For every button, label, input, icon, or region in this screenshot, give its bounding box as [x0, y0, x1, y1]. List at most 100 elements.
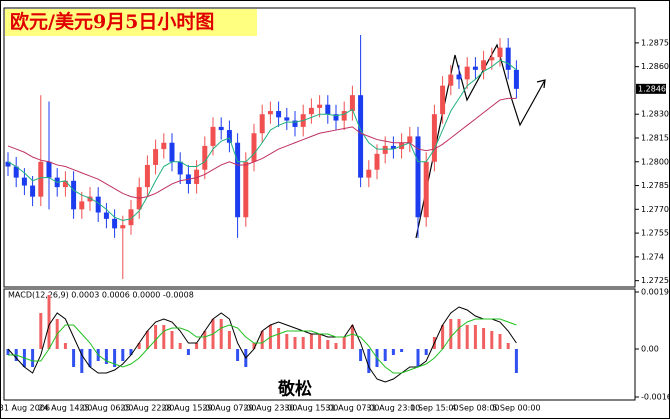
macd-bar: [514, 349, 518, 373]
candle-body: [366, 169, 372, 178]
macd-bar: [309, 334, 313, 349]
chart-title: 欧元/美元9月5日小时图: [10, 10, 214, 33]
candle-body: [38, 161, 44, 197]
macd-bar: [154, 325, 158, 349]
candle-body: [513, 69, 519, 89]
candle-body: [317, 104, 323, 108]
macd-panel: [3, 288, 636, 401]
candle-body: [112, 218, 118, 229]
x-tick-label: 31 Aug 2006: [0, 404, 50, 413]
candle-body: [382, 145, 388, 154]
x-tick-label: 29 Aug 23:00: [243, 404, 297, 413]
candle-body: [79, 201, 85, 210]
candle-body: [95, 196, 101, 213]
macd-bar: [137, 343, 141, 349]
y-tick-label: 1.2800: [641, 157, 669, 166]
candle-body: [103, 212, 109, 219]
macd-bar: [301, 337, 305, 349]
candle-body: [87, 196, 93, 202]
candle-body: [251, 133, 257, 162]
macd-bar: [236, 349, 240, 361]
macd-bar: [195, 343, 199, 349]
candle-body: [448, 74, 454, 86]
macd-bar: [39, 313, 43, 349]
macd-bar: [6, 349, 10, 355]
macd-bar: [285, 334, 289, 349]
macd-bar: [63, 343, 67, 349]
arrow-head: [536, 79, 546, 89]
y-tick-label: -0.0016: [641, 393, 670, 402]
macd-bar: [31, 349, 35, 367]
candle-body: [226, 130, 232, 143]
x-tick-label: 28 Aug 15:00: [161, 404, 215, 413]
candle-body: [71, 180, 77, 210]
candle-body: [218, 126, 224, 131]
candle-body: [464, 66, 470, 80]
macd-label: MACD(12,26,9) 0.0003 0.0006 0.0000 -0.00…: [8, 291, 194, 300]
macd-bar: [203, 331, 207, 349]
macd-bar: [260, 331, 264, 349]
macd-bar: [498, 334, 502, 349]
candle-body: [505, 47, 511, 70]
y-tick-label: 1.2815: [641, 133, 669, 142]
watermark: 敬松: [277, 379, 312, 400]
x-tick-label: 31 Aug 07:00: [325, 404, 379, 413]
candle-body: [284, 117, 290, 121]
macd-bar: [121, 349, 125, 361]
candle-body: [144, 164, 150, 188]
candle-body: [202, 145, 208, 170]
macd-bar: [342, 337, 346, 349]
macd-bar: [490, 331, 494, 349]
y-tick-label: 1.2860: [641, 62, 669, 71]
macd-bar: [326, 340, 330, 349]
macd-bar: [145, 331, 149, 349]
x-tick-label: 25 Aug 06:00: [79, 404, 133, 413]
macd-bar: [72, 349, 76, 367]
x-tick-label: 5 Sep 00:00: [492, 404, 540, 413]
x-tick-label: 25 Aug 22:00: [120, 404, 174, 413]
candle-body: [161, 142, 167, 150]
last-price-label: 1.2846: [638, 84, 666, 93]
candle-body: [456, 74, 462, 80]
macd-bar: [88, 349, 92, 367]
x-tick-label: 30 Aug 15:00: [284, 404, 338, 413]
macd-bar: [318, 334, 322, 349]
macd-bar: [80, 349, 84, 373]
title-box: [5, 9, 257, 36]
macd-bar: [482, 328, 486, 349]
macd-bar: [457, 319, 461, 349]
candle-body: [194, 169, 200, 184]
y-tick-label: 1.2755: [641, 229, 669, 238]
candle-body: [169, 142, 175, 162]
macd-bar: [186, 349, 190, 355]
candle-body: [128, 209, 134, 226]
macd-bar: [47, 295, 51, 349]
y-tick-label: 0.0019: [641, 288, 669, 297]
hand-drawn-path: [415, 43, 546, 239]
macd-bar: [293, 337, 297, 349]
macd-bar: [359, 349, 363, 361]
macd-bar: [170, 331, 174, 349]
candle-body: [358, 95, 364, 178]
candle-body: [325, 104, 331, 115]
candle-body: [62, 180, 68, 188]
y-tick-label: 1.2725: [641, 276, 669, 285]
candle-body: [5, 161, 11, 167]
y-tick-label: 0.00: [641, 345, 659, 354]
macd-bar: [424, 349, 428, 355]
candle-body: [210, 126, 216, 146]
x-tick-label: 4 Sep 08:00: [451, 404, 499, 413]
candle-body: [308, 107, 314, 115]
candle-body: [30, 185, 36, 197]
candle-body: [472, 66, 478, 70]
candle-body: [153, 149, 159, 165]
macd-bar: [334, 343, 338, 349]
macd-bar: [113, 349, 117, 367]
candle-body: [423, 161, 429, 218]
y-tick-label: 1.2785: [641, 181, 669, 190]
candle-body: [276, 111, 282, 118]
x-tick-label: 29 Aug 07:00: [202, 404, 256, 413]
macd-bar: [400, 349, 404, 352]
line-series: [7, 97, 517, 199]
